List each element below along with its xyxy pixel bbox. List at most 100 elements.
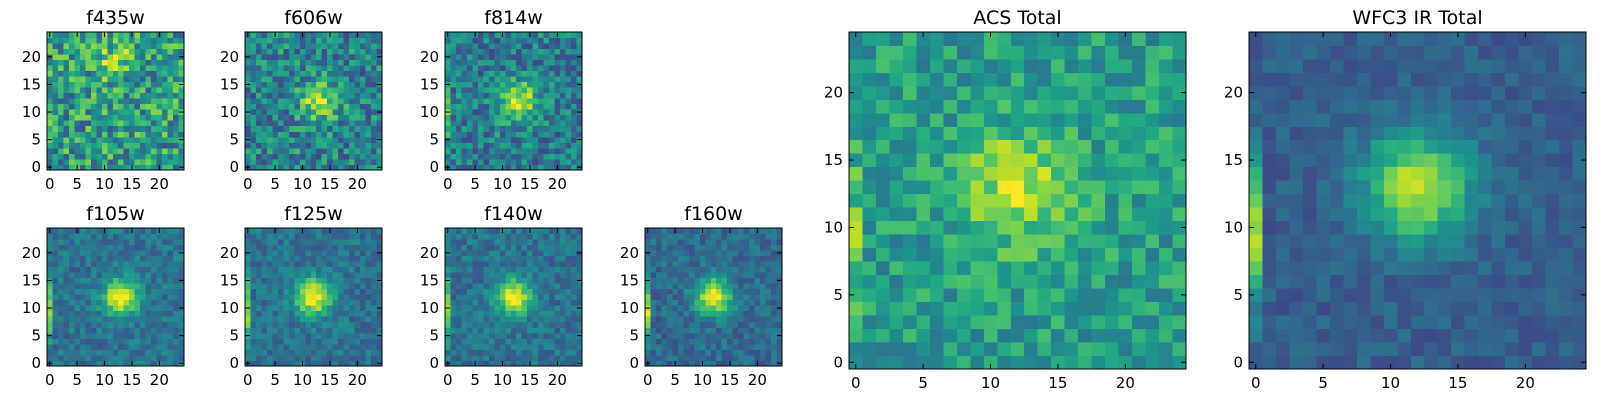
pixel-cell [705,244,712,251]
pixel-cell [461,103,468,110]
pixel-cell [349,70,355,77]
pixel-cell [875,180,890,195]
pixel-cell [376,316,383,323]
pixel-cell [1051,342,1066,356]
pixel-cell [250,37,257,44]
pixel-cell [862,301,877,316]
pixel-cell [549,142,555,149]
pixel-cell [134,244,141,251]
pixel-cell [261,277,268,284]
pixel-cell [101,305,108,312]
pixel-cell [134,294,141,301]
pixel-cell [57,142,64,149]
pixel-cell [283,59,290,66]
pixel-cell [655,349,662,356]
pixel-cell [455,244,462,251]
pixel-cell [455,327,462,334]
pixel-cell [532,70,539,77]
pixel-cell [74,283,81,290]
y-tick-label: 20 [420,244,439,262]
pixel-cell [47,239,53,245]
pixel-cell [129,272,136,279]
pixel-cell [521,70,528,77]
pixel-cell [365,147,372,154]
pixel-cell [983,234,998,249]
pixel-cell [538,98,545,105]
pixel-cell [929,288,944,302]
pixel-cell [655,233,662,240]
pixel-cell [101,114,108,121]
pixel-cell [1064,342,1079,356]
pixel-cell [96,283,103,290]
pixel-cell [450,81,457,88]
pixel-cell [96,142,103,149]
pixel-cell [571,37,577,44]
pixel-cell [943,166,958,181]
pixel-cell [688,244,695,251]
pixel-cell [494,277,501,284]
pixel-cell [666,288,673,295]
pixel-cell [288,338,295,345]
pixel-cell [683,250,690,256]
pixel-cell [360,120,366,127]
pixel-cell [277,233,284,240]
pixel-cell [461,266,468,273]
pixel-cell [283,316,290,323]
pixel-cell [543,288,550,295]
pixel-cell [74,261,81,268]
pixel-cell [1172,207,1187,222]
pixel-cell [162,360,168,367]
pixel-cell [1118,355,1133,370]
pixel-cell [134,87,141,94]
pixel-cell [1051,328,1066,343]
pixel-cell [112,98,119,105]
pixel-cell [732,299,739,306]
pixel-cell [1010,207,1025,222]
pixel-cell [52,81,59,88]
pixel-cell [294,288,301,295]
pixel-cell [450,54,457,60]
pixel-cell [716,360,723,367]
pixel-cell [299,92,306,99]
x-tick-label: 10 [493,175,512,193]
pixel-cell [140,299,147,306]
pixel-cell [255,48,262,55]
pixel-cell [151,65,157,72]
pixel-cell [145,76,152,83]
pixel-cell [666,239,673,245]
x-tick-label: 0 [45,175,55,193]
pixel-cell [527,70,534,77]
pixel-cell [85,65,92,72]
pixel-cell [129,299,136,306]
pixel-cell [145,272,152,279]
pixel-cell [466,338,473,345]
pixel-cell [134,32,141,38]
pixel-cell [57,277,64,284]
pixel-cell [554,349,561,356]
pixel-cell [472,87,479,94]
pixel-cell [650,360,657,367]
pixel-cell [332,164,339,171]
pixel-cell [760,294,766,301]
pixel-cell [765,299,772,306]
pixel-cell [123,360,130,367]
pixel-cell [272,37,279,44]
pixel-cell [477,332,484,339]
pixel-cell [85,233,92,240]
pixel-cell [677,316,684,323]
pixel-cell [90,299,97,306]
pixel-cell [68,349,75,356]
pixel-cell [63,343,70,350]
pixel-cell [565,120,572,127]
pixel-cell [85,338,92,345]
pixel-cell [272,349,279,356]
pixel-cell [52,343,59,350]
pixel-cell [140,136,147,143]
pixel-cell [327,158,334,165]
axes-frame [46,31,185,171]
pixel-cell [875,153,890,168]
pixel-cell [699,343,706,350]
pixel-cell [255,239,262,245]
pixel-cell [354,305,361,312]
pixel-cell [466,164,473,171]
